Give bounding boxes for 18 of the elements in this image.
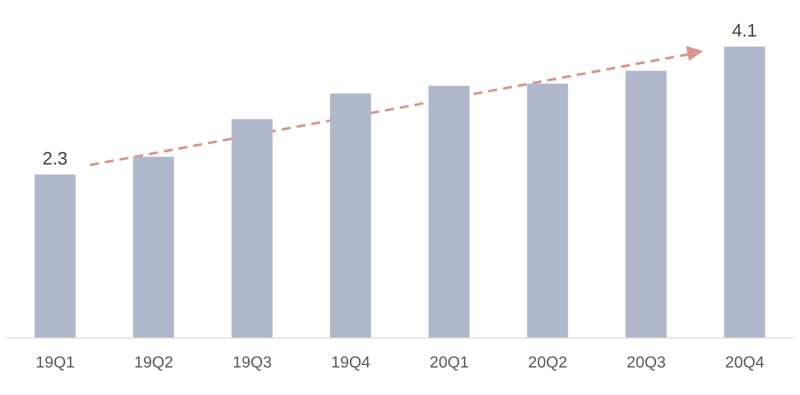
x-tick-label: 19Q3 — [232, 354, 272, 372]
bar — [428, 86, 470, 338]
bar — [527, 84, 568, 338]
bar — [330, 94, 372, 338]
data-label: 4.1 — [732, 20, 758, 41]
x-tick-label: 19Q4 — [331, 354, 370, 372]
x-tick-label: 20Q3 — [626, 354, 666, 372]
bar — [232, 119, 273, 338]
x-tick-label: 19Q2 — [134, 354, 174, 372]
x-tick-label: 20Q1 — [430, 354, 469, 372]
x-tick-label: 20Q2 — [528, 354, 568, 372]
x-tick-label: 20Q4 — [725, 354, 764, 372]
x-tick-label: 19Q1 — [36, 354, 75, 372]
bar — [34, 174, 76, 338]
data-label: 2.3 — [42, 148, 68, 169]
bar — [626, 70, 667, 338]
bar — [724, 46, 766, 338]
bar — [133, 156, 174, 338]
